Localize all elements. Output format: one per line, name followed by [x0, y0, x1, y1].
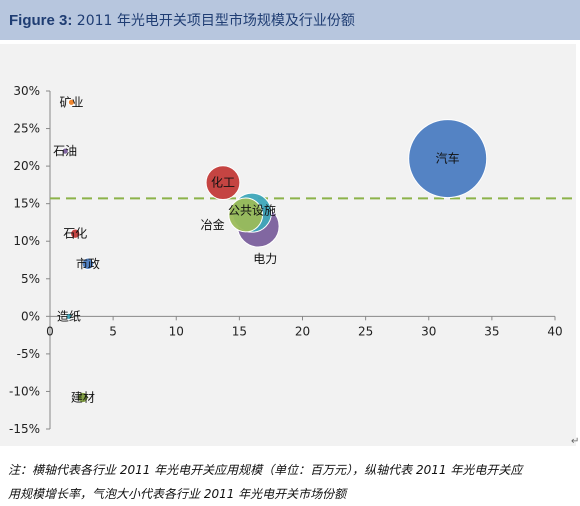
bubble-fill [65, 312, 73, 320]
y-tick-label: 15% [13, 197, 40, 211]
bubble-fill [81, 257, 95, 270]
bubble-fill [70, 228, 81, 239]
bubble [228, 197, 264, 233]
bubble-fill [61, 147, 69, 155]
bubble-label: 造纸 [57, 309, 81, 323]
x-tick-label: 5 [109, 324, 117, 338]
bubble-label: 汽车 [436, 151, 460, 166]
bubble-label: 冶金 [201, 217, 225, 232]
bubble-label: 化工 [211, 176, 235, 190]
figure-title-bar: Figure 3: 2011 年光电开关项目型市场规模及行业份额 [0, 0, 580, 40]
bubble-label: 建材 [71, 390, 95, 404]
bubble [205, 165, 241, 201]
chart-note-line-2: 用规模增长率，气泡大小代表各行业 2011 年光电开关市场份额 [8, 487, 347, 501]
y-tick-label: -10% [9, 384, 40, 398]
bubble-fill [67, 98, 76, 106]
chart-note: 注：横轴代表各行业 2011 年光电开关应用规模（单位：百万元），纵轴代表 20… [8, 458, 578, 506]
bubble [81, 257, 95, 270]
return-mark: ↵ [571, 436, 580, 447]
y-tick-label: -15% [9, 422, 40, 436]
bubble-label: 电力 [253, 252, 277, 266]
bubble [61, 147, 69, 155]
x-tick-label: 35 [484, 324, 499, 338]
y-tick-label: 25% [13, 122, 40, 136]
bubble-label: 矿业 [59, 95, 83, 109]
y-tick-label: 5% [21, 272, 40, 286]
y-tick-label: 20% [13, 159, 40, 173]
chart-area: 30% 25% 20% 15% 10% 5% 0% -5% -10% -15% 0 5 10 15 20 25… [0, 44, 576, 446]
y-tick-label: 0% [21, 309, 40, 323]
x-tick-label: 0 [46, 324, 54, 338]
x-tick-label: 15 [232, 324, 247, 338]
figure-title: 2011 年光电开关项目型市场规模及行业份额 [76, 13, 355, 29]
bubble-fill [228, 197, 264, 233]
chart-note-line-1: 注：横轴代表各行业 2011 年光电开关应用规模（单位：百万元），纵轴代表 20… [8, 463, 523, 477]
x-tick-label: 25 [358, 324, 373, 338]
bubble [77, 391, 89, 404]
bubble-fill [205, 165, 241, 201]
bubble-fill [77, 391, 89, 404]
bubble-label: 石油 [53, 144, 77, 158]
bubble [65, 312, 73, 320]
x-tick-label: 40 [547, 324, 562, 338]
bubble-label: 石化 [63, 227, 87, 241]
bubble-label: 公共设施 [228, 204, 276, 218]
bubble-label: 市政 [76, 256, 100, 271]
x-tick-label: 20 [295, 324, 310, 338]
figure-label: Figure 3: [9, 12, 73, 29]
bubble-chart: 30% 25% 20% 15% 10% 5% 0% -5% -10% -15% 0 5 10 15 20 25… [9, 84, 573, 436]
bubble [70, 228, 81, 239]
y-tick-label: 10% [13, 234, 40, 248]
bubble [408, 119, 488, 199]
y-tick-label: -5% [17, 347, 40, 361]
y-tick-label: 30% [13, 84, 40, 98]
bubble [67, 98, 76, 106]
bubble-fill [408, 119, 488, 199]
x-tick-label: 30 [421, 324, 436, 338]
x-tick-label: 10 [169, 324, 184, 338]
